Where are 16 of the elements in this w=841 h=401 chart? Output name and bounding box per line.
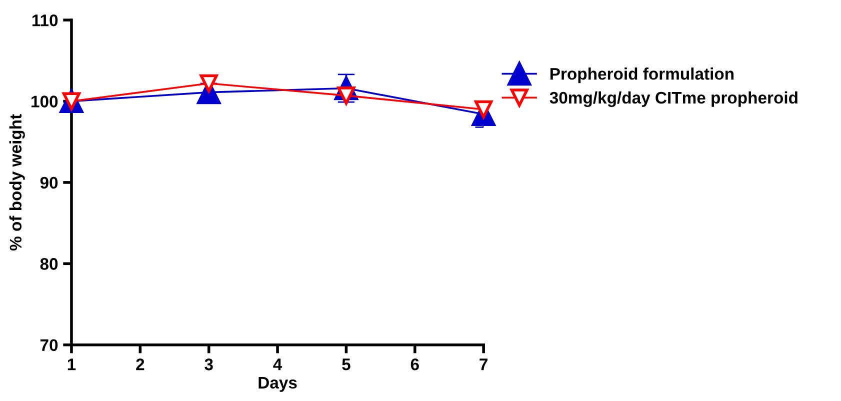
y-tick-label: 110	[32, 14, 58, 26]
legend-label: Propheroid formulation	[550, 68, 734, 84]
x-tick-label: 5	[342, 358, 350, 370]
x-tick-label: 6	[410, 358, 419, 370]
y-tick-label: 90	[40, 176, 58, 189]
y-tick-label: 80	[40, 258, 58, 270]
x-tick-label: 1	[68, 358, 76, 370]
x-tick-label: 4	[273, 358, 282, 370]
y-tick-label: 100	[32, 96, 58, 108]
legend-label: 30mg/kg/day CITme propheroid	[550, 91, 798, 108]
x-axis-title: Days	[258, 376, 297, 392]
y-axis-title: % of body weight	[9, 114, 25, 251]
x-tick-label: 7	[480, 358, 488, 370]
y-tick-label: 70	[40, 339, 58, 352]
x-tick-label: 2	[136, 358, 144, 370]
x-tick-label: 3	[204, 358, 213, 370]
